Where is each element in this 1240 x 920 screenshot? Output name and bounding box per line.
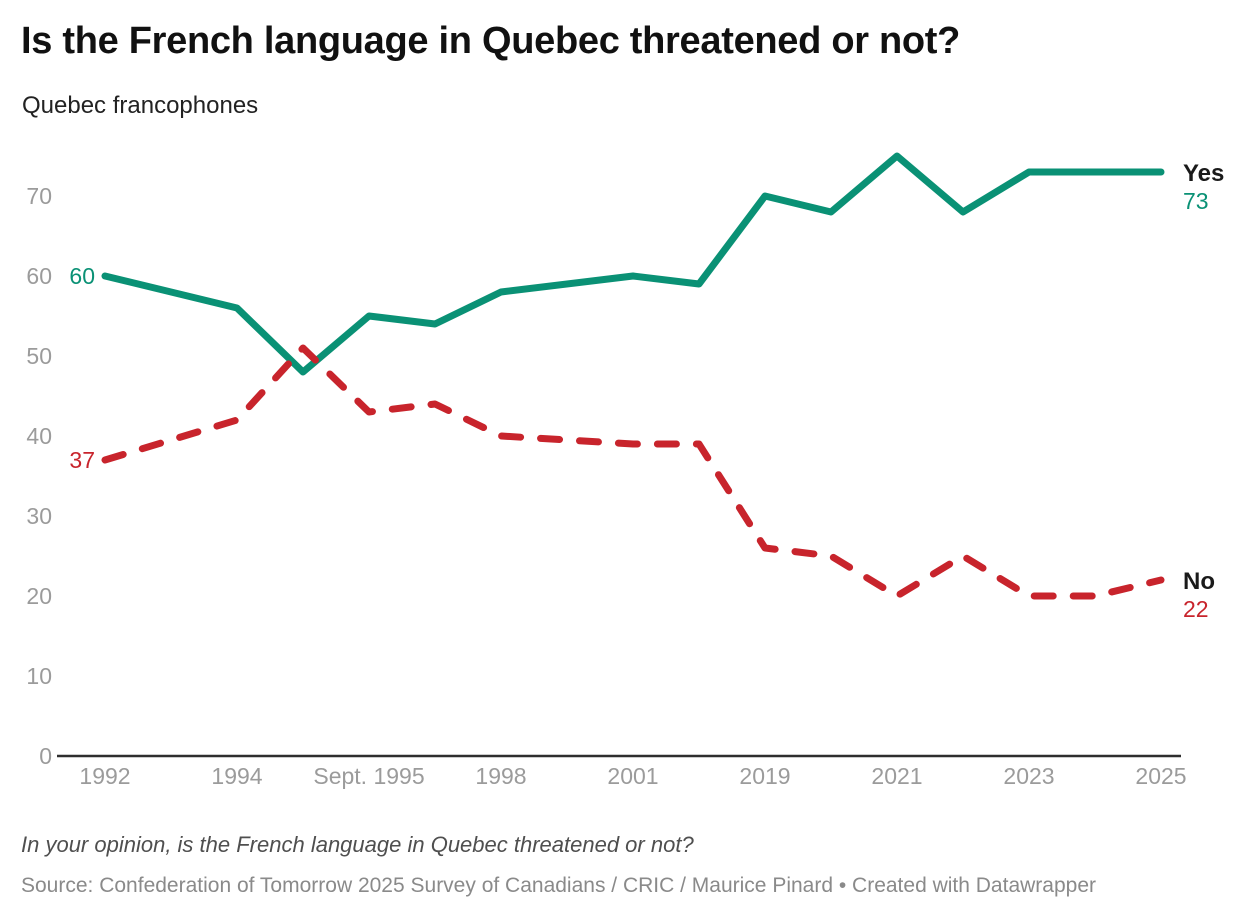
- y-axis-tick-label: 20: [26, 583, 52, 609]
- series-line-no: [101, 344, 1165, 600]
- series-end-value-label-yes: 73: [1183, 188, 1209, 214]
- series-end-value-label-no: 22: [1183, 596, 1209, 622]
- y-axis-tick-label: 50: [26, 343, 52, 369]
- x-axis-tick-label: 1992: [79, 763, 130, 789]
- page-subtitle: Quebec francophones: [22, 92, 259, 119]
- x-axis-tick-label: 2021: [871, 763, 922, 789]
- y-axis-tick-label: 60: [26, 263, 52, 289]
- y-axis-tick-label: 30: [26, 503, 52, 529]
- x-axis-tick-label: Sept. 1995: [313, 763, 424, 789]
- x-axis-tick-label: 2019: [739, 763, 790, 789]
- series-start-value-label-no: 37: [69, 447, 95, 473]
- y-axis-tick-label: 0: [39, 743, 52, 769]
- x-axis-tick-label: 2025: [1135, 763, 1186, 789]
- series-start-value-label-yes: 60: [69, 263, 95, 289]
- series-line-yes: [101, 152, 1165, 376]
- y-axis-tick-label: 70: [26, 183, 52, 209]
- chart-footnote: In your opinion, is the French language …: [21, 832, 694, 857]
- page-title: Is the French language in Quebec threate…: [21, 20, 961, 62]
- series-name-label-no: No: [1183, 568, 1215, 595]
- x-axis-tick-label: 2001: [607, 763, 658, 789]
- y-axis-tick-label: 40: [26, 423, 52, 449]
- series-name-label-yes: Yes: [1183, 160, 1224, 187]
- y-axis-tick-label: 10: [26, 663, 52, 689]
- x-axis-tick-label: 2023: [1003, 763, 1054, 789]
- chart-source-line: Source: Confederation of Tomorrow 2025 S…: [21, 874, 1096, 897]
- x-axis-tick-label: 1994: [211, 763, 262, 789]
- x-axis-tick-label: 1998: [475, 763, 526, 789]
